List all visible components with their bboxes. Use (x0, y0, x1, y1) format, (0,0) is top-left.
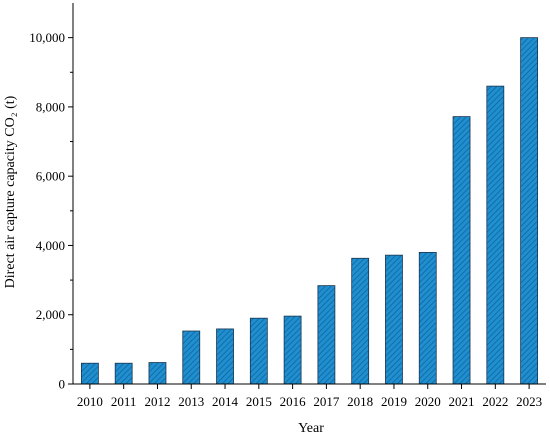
bar-2018 (351, 257, 370, 385)
x-tick-label: 2021 (449, 394, 475, 409)
bar-2014 (216, 328, 234, 385)
y-tick-label: 10,000 (29, 30, 65, 45)
x-tick-label: 2017 (313, 394, 340, 409)
axes-group: 2010 2011 2012 2013 2014 2015 2016 2017 2018 2019… (29, 3, 546, 409)
x-tick-label: 2020 (415, 394, 441, 409)
bar-2012 (148, 362, 167, 385)
bar-2010 (80, 362, 99, 385)
y-tick-label: 8,000 (36, 99, 65, 114)
x-tick-label: 2019 (381, 394, 407, 409)
x-tick-label: 2022 (482, 394, 508, 409)
y-tick-label: 6,000 (36, 169, 65, 184)
bar-2016 (283, 315, 302, 385)
y-tick-label: 2,000 (36, 307, 65, 322)
bar-2023 (520, 37, 539, 385)
bar-2017 (317, 285, 336, 385)
x-tick-label: 2015 (246, 394, 272, 409)
x-tick-label: 2010 (77, 394, 103, 409)
x-tick-label: 2018 (347, 394, 373, 409)
x-tick-label: 2013 (178, 394, 204, 409)
x-tick-label: 2016 (280, 394, 307, 409)
x-tick-label: 2023 (516, 394, 542, 409)
bar-2015 (249, 317, 268, 385)
y-tick-label: 0 (59, 377, 66, 392)
x-tick-label: 2011 (111, 394, 137, 409)
bar-2013 (182, 330, 201, 385)
x-tick-label: 2014 (212, 394, 239, 409)
bars-group (80, 37, 539, 385)
x-tick-label: 2012 (144, 394, 170, 409)
y-axis-title: Direct air capture capacity CO₂ (t) (3, 95, 18, 288)
bar-2021 (452, 116, 471, 385)
bar-2019 (385, 254, 403, 385)
y-tick-label: 4,000 (36, 238, 65, 253)
bar-2022 (486, 85, 505, 385)
bar-2020 (418, 251, 437, 385)
bar-2011 (114, 362, 133, 385)
x-axis-title: Year (298, 421, 324, 436)
